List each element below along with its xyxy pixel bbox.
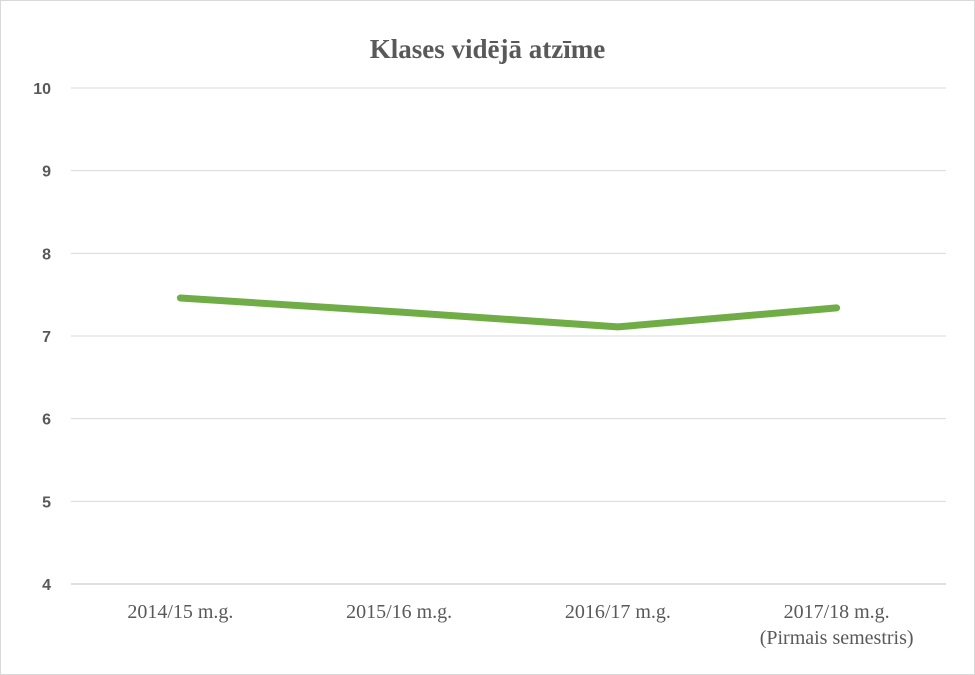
x-axis-tick-labels: 2014/15 m.g. 2015/16 m.g. 2016/17 m.g. 2017… xyxy=(127,601,913,649)
series-line xyxy=(176,294,841,331)
x-tick-label-line: 2016/17 m.g. xyxy=(565,601,671,623)
x-tick-label: 2017/18 m.g. (Pirmais semestris) xyxy=(760,601,914,649)
y-tick-label: 9 xyxy=(42,164,51,181)
y-tick-label: 8 xyxy=(42,246,51,263)
x-tick-label-line: 2014/15 m.g. xyxy=(127,601,233,623)
x-tick-label: 2014/15 m.g. xyxy=(127,601,233,623)
y-tick-label: 5 xyxy=(42,494,51,511)
y-tick-label: 4 xyxy=(42,577,51,594)
x-tick-label: 2015/16 m.g. xyxy=(346,601,452,623)
y-tick-label: 10 xyxy=(33,81,51,98)
y-tick-label: 7 xyxy=(42,329,51,346)
x-tick-label: 2016/17 m.g. xyxy=(565,601,671,623)
y-tick-label: 6 xyxy=(42,412,51,429)
y-axis-tick-labels: 4 5 6 7 8 9 10 xyxy=(33,81,51,594)
x-tick-label-line: 2017/18 m.g. xyxy=(784,601,890,623)
chart-title: Klases vidējā atzīme xyxy=(369,34,606,64)
series-layer xyxy=(176,294,841,331)
x-tick-label-line: 2015/16 m.g. xyxy=(346,601,452,623)
x-tick-label-line: (Pirmais semestris) xyxy=(760,627,914,649)
gridlines xyxy=(71,87,946,585)
